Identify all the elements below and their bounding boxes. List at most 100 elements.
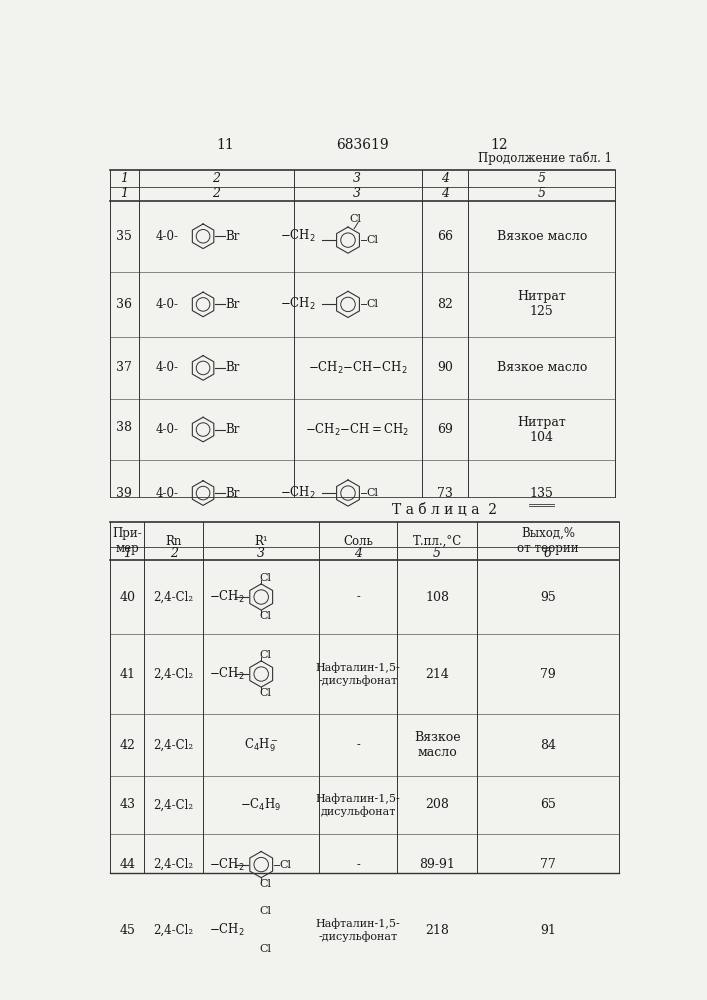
Text: $-$CH$_2$$-$CH$=$CH$_2$: $-$CH$_2$$-$CH$=$CH$_2$ — [305, 421, 409, 438]
Text: 89-91: 89-91 — [419, 858, 455, 871]
Text: 3: 3 — [257, 547, 265, 560]
Text: Cl: Cl — [350, 214, 362, 224]
Text: $-$C$_4$H$_9$: $-$C$_4$H$_9$ — [240, 797, 282, 813]
Text: 5: 5 — [433, 547, 441, 560]
Text: 43: 43 — [119, 798, 135, 811]
Text: Cl: Cl — [367, 235, 379, 245]
Text: 82: 82 — [437, 298, 452, 311]
Text: Вязкое
масло: Вязкое масло — [414, 731, 460, 759]
Text: Cl: Cl — [259, 688, 271, 698]
Text: Cl: Cl — [259, 650, 271, 660]
Text: 2: 2 — [170, 547, 177, 560]
Text: 2: 2 — [212, 187, 221, 200]
Text: 91: 91 — [540, 924, 556, 937]
Text: 5: 5 — [538, 187, 546, 200]
Text: 44: 44 — [119, 858, 135, 871]
Text: 2,4-Cl₂: 2,4-Cl₂ — [153, 798, 194, 811]
Text: 4-0-: 4-0- — [156, 298, 178, 311]
Text: R¹: R¹ — [255, 535, 268, 548]
Text: Т.пл.,°С: Т.пл.,°С — [412, 535, 462, 548]
Text: Cl: Cl — [259, 573, 271, 583]
Text: Cl: Cl — [280, 860, 292, 870]
Text: 11: 11 — [216, 138, 235, 152]
Text: $-$CH$_2$: $-$CH$_2$ — [209, 666, 244, 682]
Text: 208: 208 — [425, 798, 449, 811]
Text: Вязкое масло: Вязкое масло — [496, 361, 587, 374]
Text: $-$CH$_2$: $-$CH$_2$ — [280, 485, 315, 501]
Text: Cl: Cl — [259, 611, 271, 621]
Text: -: - — [356, 592, 360, 602]
Text: 41: 41 — [119, 668, 135, 681]
Text: $-$CH$_2$: $-$CH$_2$ — [280, 228, 315, 244]
Text: $-$CH$_2$: $-$CH$_2$ — [209, 589, 244, 605]
Text: 1: 1 — [120, 172, 128, 185]
Text: При-
мер: При- мер — [112, 527, 142, 555]
Text: 4-0-: 4-0- — [156, 230, 178, 243]
Text: 6: 6 — [544, 547, 552, 560]
Text: 40: 40 — [119, 591, 135, 604]
Text: 4: 4 — [441, 187, 449, 200]
Text: 3: 3 — [354, 172, 361, 185]
Text: $-$CH$_2$: $-$CH$_2$ — [209, 857, 244, 873]
Text: 35: 35 — [116, 230, 132, 243]
Text: Вязкое масло: Вязкое масло — [496, 230, 587, 243]
Text: 1: 1 — [123, 547, 131, 560]
Text: 2,4-Cl₂: 2,4-Cl₂ — [153, 924, 194, 937]
Text: -: - — [356, 860, 360, 870]
Text: Rn: Rn — [165, 535, 182, 548]
Text: 79: 79 — [540, 668, 556, 681]
Text: -: - — [356, 740, 360, 750]
Text: 38: 38 — [116, 421, 132, 434]
Text: 39: 39 — [116, 487, 132, 500]
Text: 3: 3 — [354, 187, 361, 200]
Text: Cl: Cl — [259, 906, 271, 916]
Text: 37: 37 — [116, 361, 132, 374]
Text: Cl: Cl — [259, 944, 271, 954]
Text: 4: 4 — [441, 172, 449, 185]
Text: 95: 95 — [540, 591, 556, 604]
Text: 108: 108 — [425, 591, 449, 604]
Text: 2,4-Cl₂: 2,4-Cl₂ — [153, 591, 194, 604]
Text: 214: 214 — [425, 668, 449, 681]
Text: 73: 73 — [437, 487, 452, 500]
Text: $-$CH$_2$: $-$CH$_2$ — [209, 922, 244, 938]
Text: 2,4-Cl₂: 2,4-Cl₂ — [153, 858, 194, 871]
Text: Br: Br — [226, 230, 240, 243]
Text: 218: 218 — [425, 924, 449, 937]
Text: Соль: Соль — [343, 535, 373, 548]
Text: 1: 1 — [120, 187, 128, 200]
Text: 45: 45 — [119, 924, 135, 937]
Text: Br: Br — [226, 298, 240, 311]
Text: Выход,%
от теории: Выход,% от теории — [517, 527, 579, 555]
Text: 135: 135 — [530, 487, 554, 500]
Text: 5: 5 — [538, 172, 546, 185]
Text: 65: 65 — [540, 798, 556, 811]
Text: 683619: 683619 — [336, 138, 388, 152]
Text: 2: 2 — [212, 172, 221, 185]
Text: Т а б л и ц а  2: Т а б л и ц а 2 — [392, 503, 498, 517]
Text: 12: 12 — [491, 138, 508, 152]
Text: Cl: Cl — [367, 299, 379, 309]
Text: C$_4$H$_9^-$: C$_4$H$_9^-$ — [244, 736, 279, 754]
Text: Br: Br — [226, 361, 240, 374]
Text: $-$CH$_2$: $-$CH$_2$ — [280, 296, 315, 312]
Text: 4: 4 — [354, 547, 362, 560]
Text: Нафталин-1,5-
дисульфонат: Нафталин-1,5- дисульфонат — [316, 793, 400, 817]
Text: Нафталин-1,5-
-дисульфонат: Нафталин-1,5- -дисульфонат — [316, 918, 400, 942]
Text: Cl: Cl — [259, 879, 271, 889]
Text: 2,4-Cl₂: 2,4-Cl₂ — [153, 668, 194, 681]
Text: 36: 36 — [116, 298, 132, 311]
Text: Cl: Cl — [367, 488, 379, 498]
Text: 66: 66 — [437, 230, 453, 243]
Text: 4-0-: 4-0- — [156, 361, 178, 374]
Text: $-$CH$_2$$-$CH$-$CH$_2$: $-$CH$_2$$-$CH$-$CH$_2$ — [308, 360, 407, 376]
Text: 2,4-Cl₂: 2,4-Cl₂ — [153, 739, 194, 752]
Text: Br: Br — [226, 487, 240, 500]
Text: 4-0-: 4-0- — [156, 423, 178, 436]
Text: 90: 90 — [437, 361, 452, 374]
Text: Br: Br — [226, 423, 240, 436]
Text: 77: 77 — [540, 858, 556, 871]
Text: 84: 84 — [540, 739, 556, 752]
Text: 4-0-: 4-0- — [156, 487, 178, 500]
Text: Продолжение табл. 1: Продолжение табл. 1 — [477, 152, 612, 165]
